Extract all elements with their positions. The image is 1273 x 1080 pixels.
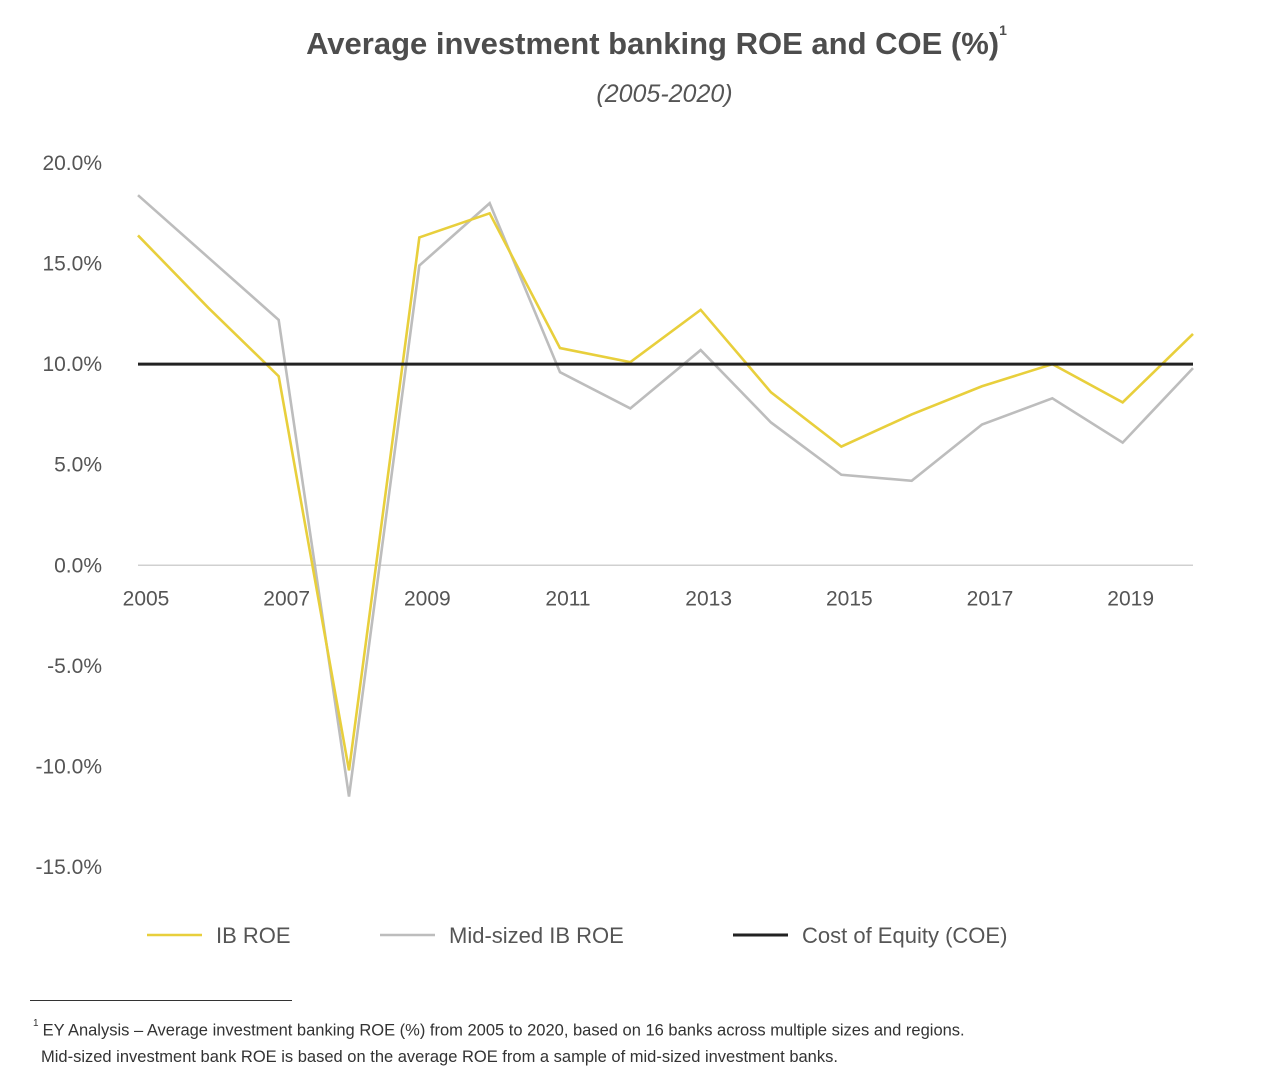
footnote-line-1: 1 EY Analysis – Average investment bankin…	[33, 1018, 965, 1040]
x-axis-ticks: 2005 2007 2009 2011 2013 2015 2017 2019	[123, 587, 1154, 610]
legend-label: IB ROE	[216, 923, 291, 948]
x-tick-label: 2011	[545, 587, 590, 610]
legend-label: Mid-sized IB ROE	[449, 923, 624, 948]
footnote: 1 EY Analysis – Average investment bankin…	[33, 1014, 1253, 1070]
y-tick-label: 20.0%	[42, 152, 102, 175]
x-tick-label: 2005	[123, 587, 170, 610]
line-chart: 20.0% 15.0% 10.0% 5.0% 0.0% -5.0% -10.0% -15.0%…	[35, 152, 1194, 948]
x-tick-label: 2013	[685, 587, 732, 610]
series-line-ib-roe	[137, 211, 1194, 771]
x-tick-label: 2019	[1107, 587, 1154, 610]
footnote-divider	[30, 1000, 292, 1001]
y-tick-label: 0.0%	[54, 554, 102, 577]
chart-title: Average investment banking ROE and COE (…	[306, 21, 1007, 61]
x-tick-label: 2009	[404, 587, 451, 610]
y-axis-ticks: 20.0% 15.0% 10.0% 5.0% 0.0% -5.0% -10.0% -15.0%	[35, 152, 102, 879]
y-tick-label: -5.0%	[47, 655, 102, 678]
legend-label: Cost of Equity (COE)	[802, 923, 1007, 948]
series-lines	[137, 194, 1194, 797]
y-tick-label: 10.0%	[42, 353, 102, 376]
x-tick-label: 2007	[263, 587, 310, 610]
x-tick-label: 2015	[826, 587, 873, 610]
footnote-line-2: Mid-sized investment bank ROE is based o…	[41, 1047, 838, 1066]
legend: IB ROE Mid-sized IB ROE Cost of Equity (CO…	[147, 923, 1007, 948]
y-tick-label: -15.0%	[35, 856, 102, 879]
series-line-mid-sized-ib-roe	[137, 194, 1194, 797]
y-tick-label: -10.0%	[35, 755, 102, 778]
chart-subtitle: (2005-2020)	[596, 80, 733, 108]
y-tick-label: 15.0%	[42, 253, 102, 276]
y-tick-label: 5.0%	[54, 454, 102, 477]
x-tick-label: 2017	[967, 587, 1014, 610]
